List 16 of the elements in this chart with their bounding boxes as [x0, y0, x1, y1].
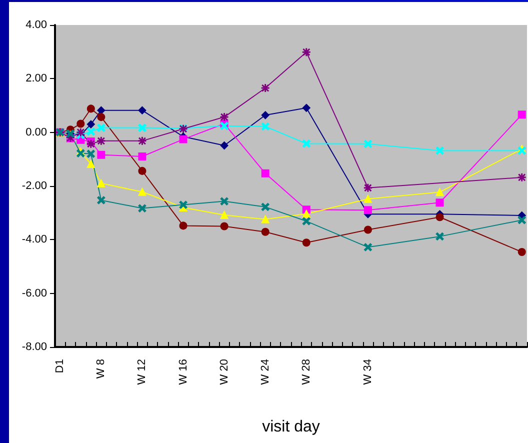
- y-tick-label: 4.00: [26, 19, 47, 31]
- x-tick-label: W 12: [136, 359, 148, 385]
- x-tick-label: W 8: [95, 359, 108, 379]
- x-tick-label: D1: [54, 359, 66, 374]
- x-tick-label: W 28: [300, 359, 312, 385]
- x-axis-title: visit day: [262, 418, 320, 436]
- x-tick-label: W 20: [218, 359, 230, 385]
- y-tick-label: 0.00: [26, 126, 47, 138]
- y-tick-label: 2.00: [26, 72, 47, 85]
- y-tick-label: -4.00: [22, 234, 47, 246]
- y-tick-label: -2.00: [22, 180, 47, 192]
- y-tick-label: -6.00: [22, 287, 47, 300]
- x-tick-label: W 16: [177, 359, 190, 385]
- y-tick-label: -8.00: [22, 341, 47, 353]
- x-tick-label: W 34: [362, 359, 374, 385]
- x-tick-label: W 24: [259, 359, 272, 385]
